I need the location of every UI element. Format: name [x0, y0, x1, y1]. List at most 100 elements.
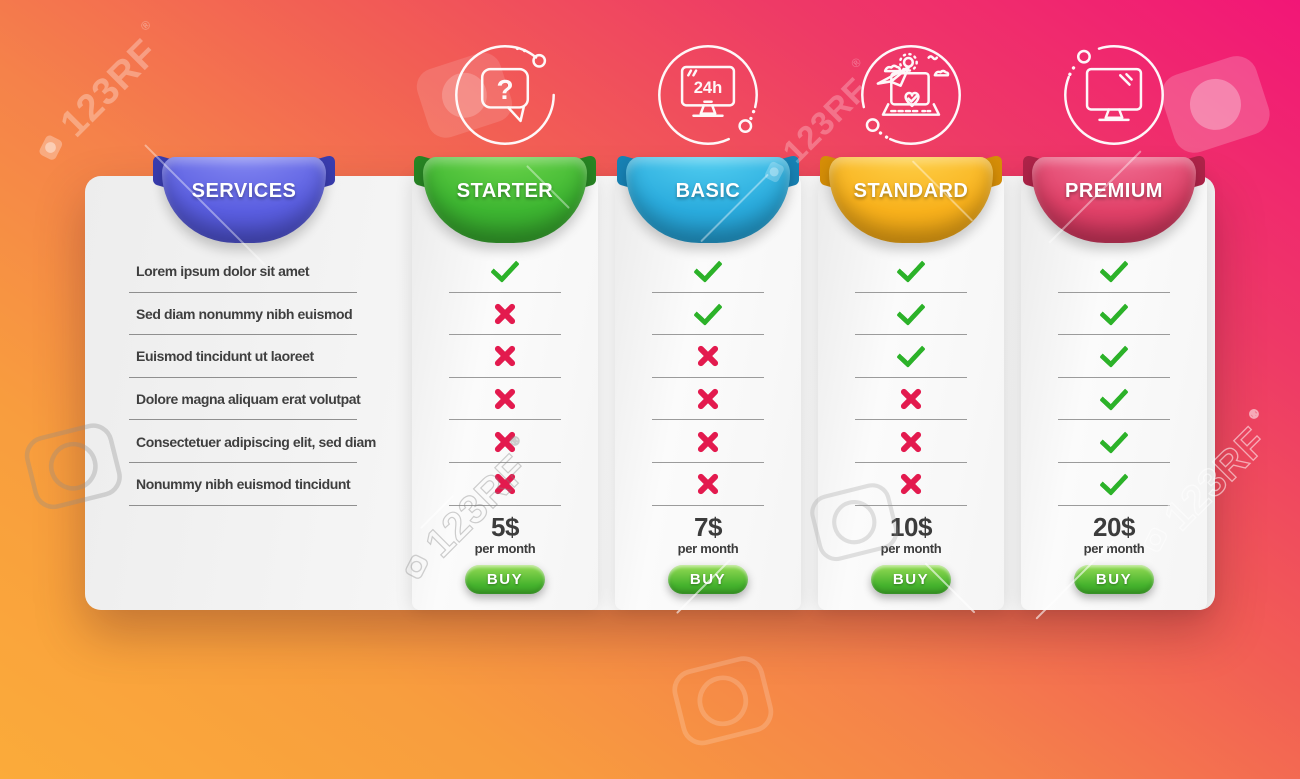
buy-button[interactable]: BUY [465, 565, 545, 594]
check-icon [1099, 295, 1129, 326]
feature-cell [412, 250, 598, 293]
price-value: 7$ [694, 512, 722, 542]
price-block: 5$ per month BUY [412, 514, 598, 594]
feature-cell [818, 335, 1004, 378]
cross-icon [492, 343, 518, 369]
price-block: 7$ per month BUY [615, 514, 801, 594]
buy-button[interactable]: BUY [1074, 565, 1154, 594]
plan-column-starter: ? STARTER 5$ per month BUY [412, 45, 598, 610]
check-icon [1099, 466, 1129, 497]
feature-cell [1021, 335, 1207, 378]
plan-title: BASIC [675, 180, 741, 202]
cross-icon [492, 429, 518, 455]
feature-cell [412, 378, 598, 421]
feature-list [615, 250, 801, 506]
check-icon [1099, 338, 1129, 369]
feature-cell [818, 378, 1004, 421]
question-mark-chat-icon: ? [448, 38, 562, 152]
cross-icon [492, 386, 518, 412]
feature-cell [818, 463, 1004, 506]
feature-cell [412, 420, 598, 463]
check-icon [896, 338, 926, 369]
feature-cell [1021, 378, 1207, 421]
check-icon [693, 295, 723, 326]
plan-column-standard: STANDARD 10$ per month BUY [818, 45, 1004, 610]
flight-booking-laptop-icon [854, 38, 968, 152]
service-row: Dolore magna aliquam erat volutpat [98, 378, 390, 421]
feature-cell [412, 335, 598, 378]
check-icon [693, 253, 723, 284]
service-label: Sed diam nonummy nibh euismod [136, 305, 353, 322]
price-value: 5$ [491, 512, 519, 542]
feature-cell [615, 378, 801, 421]
feature-cell [615, 293, 801, 336]
service-row-list: Lorem ipsum dolor sit amet Sed diam nonum… [98, 250, 390, 506]
service-row: Consectetuer adipiscing elit, sed diam [98, 420, 390, 463]
cross-icon [695, 429, 721, 455]
feature-cell [818, 420, 1004, 463]
cross-icon [492, 301, 518, 327]
plan-ribbon: STARTER [414, 153, 596, 243]
feature-cell [1021, 420, 1207, 463]
feature-cell [818, 250, 1004, 293]
service-label: Consectetuer adipiscing elit, sed diam [136, 433, 376, 450]
cross-icon [695, 386, 721, 412]
buy-button[interactable]: BUY [871, 565, 951, 594]
service-row: Nonummy nibh euismod tincidunt [98, 463, 390, 506]
service-label: Dolore magna aliquam erat volutpat [136, 391, 361, 408]
price-value: 10$ [890, 512, 932, 542]
service-label: Nonummy nibh euismod tincidunt [136, 476, 351, 493]
cross-icon [695, 471, 721, 497]
camera-tag-watermark-icon [672, 656, 774, 746]
price-period: per month [1083, 541, 1145, 556]
feature-cell [1021, 250, 1207, 293]
price-period: per month [474, 541, 536, 556]
service-row: Lorem ipsum dolor sit amet [98, 250, 390, 293]
cross-icon [695, 343, 721, 369]
feature-cell [1021, 293, 1207, 336]
plan-title: STARTER [456, 180, 554, 202]
feature-list [1021, 250, 1207, 506]
feature-cell [412, 293, 598, 336]
check-icon [1099, 253, 1129, 284]
plan-title: STANDARD [853, 180, 969, 202]
price-block: 10$ per month BUY [818, 514, 1004, 594]
cross-icon [492, 471, 518, 497]
check-icon [1099, 423, 1129, 454]
feature-list [818, 250, 1004, 506]
cross-icon [898, 386, 924, 412]
feature-cell [412, 463, 598, 506]
services-ribbon: SERVICES [153, 153, 335, 243]
plan-ribbon: BASIC [617, 153, 799, 243]
svg-text:24h: 24h [694, 78, 723, 97]
services-title: SERVICES [191, 180, 297, 202]
feature-cell [1021, 463, 1207, 506]
service-label: Euismod tincidunt ut laoreet [136, 348, 314, 365]
cross-icon [898, 429, 924, 455]
svg-text:?: ? [496, 74, 513, 105]
price-block: 20$ per month BUY [1021, 514, 1207, 594]
service-label: Lorem ipsum dolor sit amet [136, 263, 310, 280]
check-icon [490, 253, 520, 284]
feature-list [412, 250, 598, 506]
feature-cell [615, 335, 801, 378]
check-icon [896, 295, 926, 326]
monitor-icon [1057, 38, 1171, 152]
camera-tag-icon [39, 135, 63, 160]
feature-cell [615, 250, 801, 293]
check-icon [1099, 381, 1129, 412]
cross-icon [898, 471, 924, 497]
plan-title: PREMIUM [1065, 180, 1163, 202]
services-column: SERVICES Lorem ipsum dolor sit amet Sed d… [98, 153, 390, 610]
plan-column-premium: PREMIUM 20$ per month BUY [1021, 45, 1207, 610]
feature-cell [615, 420, 801, 463]
price-value: 20$ [1093, 512, 1135, 542]
check-icon [896, 253, 926, 284]
service-row: Euismod tincidunt ut laoreet [98, 335, 390, 378]
price-period: per month [677, 541, 739, 556]
plan-ribbon: STANDARD [820, 153, 1002, 243]
buy-button[interactable]: BUY [668, 565, 748, 594]
24h-monitor-icon: 24h [651, 38, 765, 152]
feature-cell [615, 463, 801, 506]
